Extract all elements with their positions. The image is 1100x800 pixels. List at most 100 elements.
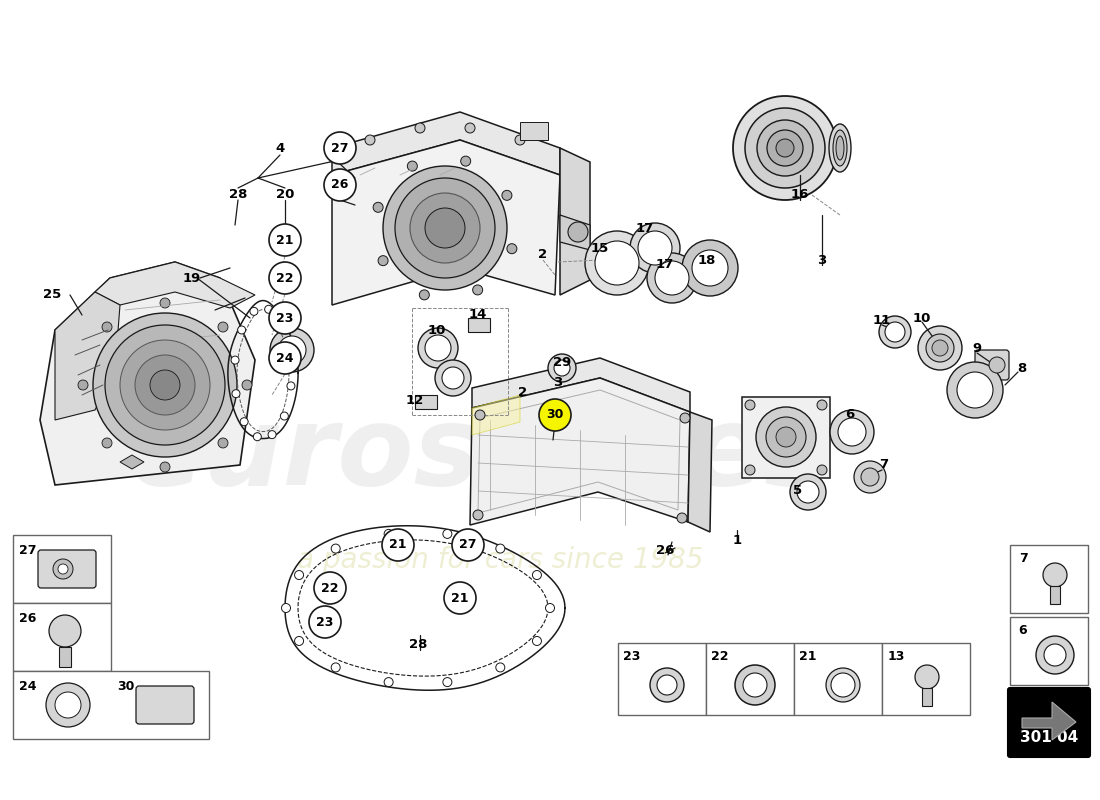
Circle shape: [838, 418, 866, 446]
Text: 22: 22: [276, 271, 294, 285]
Circle shape: [443, 530, 452, 538]
Circle shape: [745, 400, 755, 410]
Text: 23: 23: [317, 615, 333, 629]
Bar: [415, 395, 437, 409]
Circle shape: [94, 313, 236, 457]
Bar: [468, 318, 490, 332]
Circle shape: [654, 261, 689, 295]
Text: 23: 23: [276, 311, 294, 325]
Bar: [1010, 545, 1088, 613]
Text: 21: 21: [276, 234, 294, 246]
Circle shape: [915, 665, 939, 689]
Circle shape: [957, 372, 993, 408]
Circle shape: [947, 362, 1003, 418]
Text: eurospares: eurospares: [129, 402, 832, 509]
Polygon shape: [332, 112, 560, 175]
Text: 4: 4: [275, 142, 285, 154]
Circle shape: [826, 668, 860, 702]
Text: 30: 30: [118, 679, 134, 693]
Circle shape: [682, 240, 738, 296]
Circle shape: [410, 193, 480, 263]
Circle shape: [442, 367, 464, 389]
Text: 30: 30: [547, 409, 563, 422]
Text: 10: 10: [913, 311, 932, 325]
Text: 5: 5: [793, 483, 803, 497]
Bar: [922, 688, 932, 706]
Circle shape: [790, 474, 826, 510]
Circle shape: [638, 231, 672, 265]
Text: 9: 9: [972, 342, 981, 354]
Text: 25: 25: [43, 289, 62, 302]
Text: 28: 28: [409, 638, 427, 651]
Circle shape: [817, 465, 827, 475]
Polygon shape: [120, 455, 144, 469]
Circle shape: [270, 302, 301, 334]
Circle shape: [1043, 563, 1067, 587]
Polygon shape: [472, 395, 520, 435]
Text: 1: 1: [733, 534, 741, 546]
Text: 301 04: 301 04: [1020, 730, 1078, 746]
Circle shape: [886, 322, 905, 342]
Text: 27: 27: [331, 142, 349, 154]
Circle shape: [102, 322, 112, 332]
Bar: [1050, 586, 1060, 604]
Circle shape: [735, 665, 776, 705]
Circle shape: [238, 326, 245, 334]
Circle shape: [160, 298, 170, 308]
Circle shape: [253, 433, 262, 441]
Circle shape: [268, 430, 276, 438]
Bar: [706, 643, 794, 715]
Text: 21: 21: [800, 650, 816, 663]
Polygon shape: [472, 358, 690, 412]
Circle shape: [568, 222, 588, 242]
Circle shape: [676, 513, 688, 523]
Text: 27: 27: [20, 543, 36, 557]
Circle shape: [461, 156, 471, 166]
Circle shape: [382, 529, 414, 561]
Text: 21: 21: [389, 538, 407, 551]
Text: 7: 7: [879, 458, 889, 471]
Circle shape: [776, 427, 796, 447]
Circle shape: [104, 325, 226, 445]
Text: a passion for cars since 1985: a passion for cars since 1985: [297, 546, 703, 574]
Bar: [13, 671, 209, 739]
Circle shape: [507, 244, 517, 254]
Text: 17: 17: [636, 222, 654, 234]
Circle shape: [452, 529, 484, 561]
Circle shape: [419, 290, 429, 300]
Bar: [882, 643, 970, 715]
Circle shape: [1044, 644, 1066, 666]
Circle shape: [270, 342, 301, 374]
Circle shape: [331, 544, 340, 553]
Circle shape: [383, 166, 507, 290]
Circle shape: [861, 468, 879, 486]
Circle shape: [647, 253, 697, 303]
Polygon shape: [688, 412, 712, 532]
Circle shape: [265, 306, 273, 314]
Circle shape: [384, 678, 393, 686]
Circle shape: [742, 673, 767, 697]
Circle shape: [443, 678, 452, 686]
Circle shape: [78, 380, 88, 390]
Circle shape: [585, 231, 649, 295]
Polygon shape: [95, 262, 255, 308]
FancyBboxPatch shape: [39, 550, 96, 588]
Circle shape: [692, 250, 728, 286]
Circle shape: [989, 357, 1005, 373]
Text: 20: 20: [276, 189, 294, 202]
Text: 26: 26: [656, 543, 674, 557]
Circle shape: [444, 582, 476, 614]
Circle shape: [757, 120, 813, 176]
Circle shape: [280, 412, 288, 420]
Circle shape: [554, 360, 570, 376]
FancyBboxPatch shape: [1008, 688, 1090, 757]
Circle shape: [286, 348, 294, 356]
Circle shape: [282, 603, 290, 613]
Text: 10: 10: [428, 323, 447, 337]
Text: 6: 6: [1019, 625, 1027, 638]
Text: 11: 11: [873, 314, 891, 326]
Circle shape: [415, 123, 425, 133]
Text: 27: 27: [460, 538, 476, 551]
Circle shape: [135, 355, 195, 415]
Polygon shape: [560, 215, 590, 250]
